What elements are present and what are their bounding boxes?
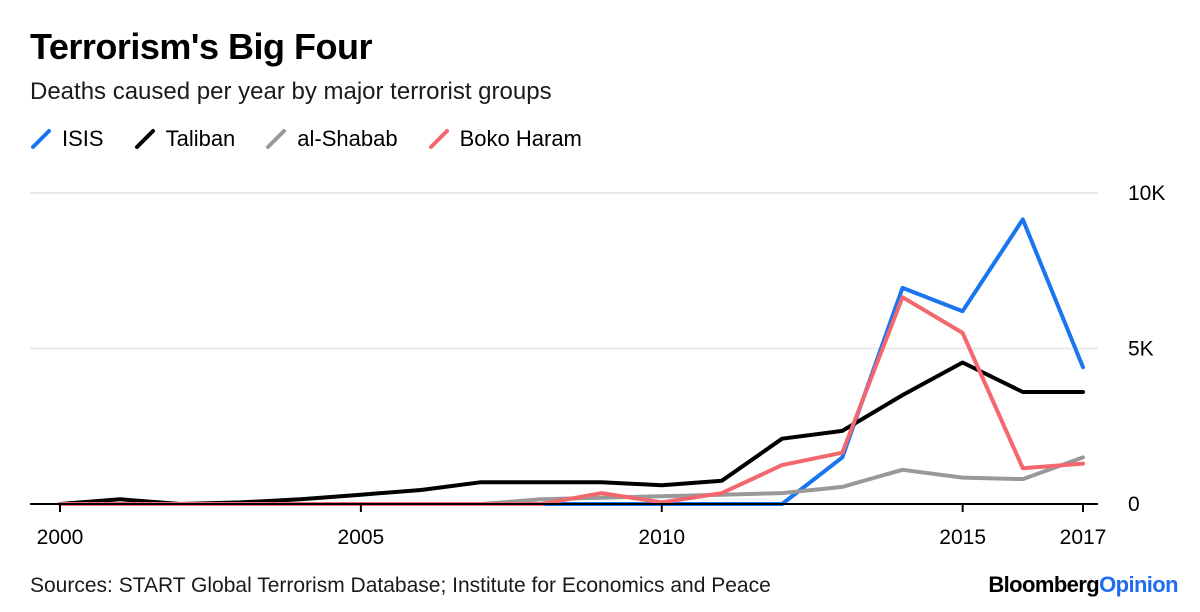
series-line-isis <box>58 217 1085 506</box>
series-line-taliban <box>58 360 1085 506</box>
y-tick-label: 5K <box>1128 338 1154 361</box>
chart-title: Terrorism's Big Four <box>30 26 372 67</box>
x-tick-label: 2000 <box>37 526 84 549</box>
legend-swatch <box>134 128 156 150</box>
brand-logo: BloombergOpinion <box>988 572 1178 598</box>
chart-legend: ISIS Taliban al-Shabab Boko Haram <box>30 126 612 152</box>
legend-swatch <box>30 128 52 150</box>
legend-label: Taliban <box>165 126 236 151</box>
y-tick-label: 10K <box>1128 182 1165 205</box>
legend-label: al-Shabab <box>297 126 398 151</box>
x-tick-label: 2005 <box>338 526 385 549</box>
y-tick-label: 0 <box>1128 493 1140 516</box>
chart-subtitle: Deaths caused per year by major terroris… <box>30 78 552 105</box>
brand-part2: Opinion <box>1099 572 1179 597</box>
x-tick-labels: 2000 2005 2010 2015 2017 <box>37 526 1107 549</box>
gridlines <box>30 192 1098 350</box>
legend-label: Boko Haram <box>459 126 582 151</box>
source-note: Sources: START Global Terrorism Database… <box>30 574 771 597</box>
y-tick-labels: 0 5K 10K <box>1128 182 1165 516</box>
legend-swatch <box>265 128 287 150</box>
brand-part1: Bloomberg <box>988 572 1100 597</box>
legend-swatch <box>428 128 450 150</box>
x-tick-label: 2010 <box>638 526 685 549</box>
legend-item: al-Shabab <box>265 126 398 152</box>
x-axis <box>30 503 1098 512</box>
legend-item: Taliban <box>134 126 236 152</box>
legend-item: ISIS <box>30 126 104 152</box>
x-tick-label: 2015 <box>939 526 986 549</box>
series-lines <box>58 217 1085 506</box>
x-tick-label: 2017 <box>1060 526 1107 549</box>
legend-item: Boko Haram <box>428 126 582 152</box>
legend-label: ISIS <box>62 126 104 151</box>
